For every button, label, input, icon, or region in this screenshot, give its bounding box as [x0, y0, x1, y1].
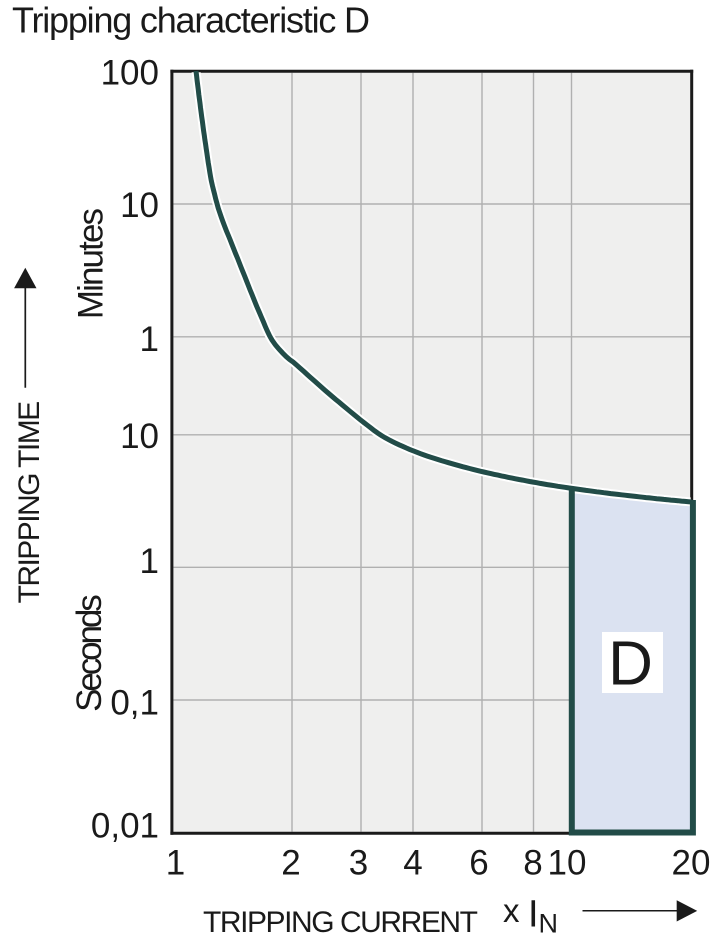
svg-text:Minutes: Minutes [71, 208, 110, 319]
svg-text:0,01: 0,01 [91, 807, 159, 846]
svg-text:Seconds: Seconds [70, 595, 109, 712]
svg-text:TRIPPING CURRENT: TRIPPING CURRENT [203, 906, 478, 939]
svg-text:x: x [503, 892, 520, 929]
svg-text:1: 1 [166, 844, 185, 883]
svg-text:3: 3 [349, 844, 368, 883]
svg-text:0,1: 0,1 [110, 684, 159, 723]
svg-text:Tripping characteristic D: Tripping characteristic D [12, 0, 369, 41]
svg-text:2: 2 [281, 844, 300, 883]
svg-text:TRIPPING TIME: TRIPPING TIME [13, 402, 46, 604]
svg-text:8: 8 [523, 844, 542, 883]
svg-text:I: I [528, 893, 539, 935]
svg-text:10: 10 [120, 417, 159, 456]
svg-text:10: 10 [548, 844, 587, 883]
svg-text:1: 1 [140, 542, 159, 581]
svg-text:4: 4 [403, 844, 422, 883]
svg-text:10: 10 [120, 186, 159, 225]
svg-text:6: 6 [469, 844, 488, 883]
svg-text:N: N [539, 909, 559, 939]
svg-text:D: D [608, 630, 653, 699]
svg-text:100: 100 [101, 54, 159, 93]
svg-text:1: 1 [140, 320, 159, 359]
svg-text:20: 20 [672, 844, 711, 883]
